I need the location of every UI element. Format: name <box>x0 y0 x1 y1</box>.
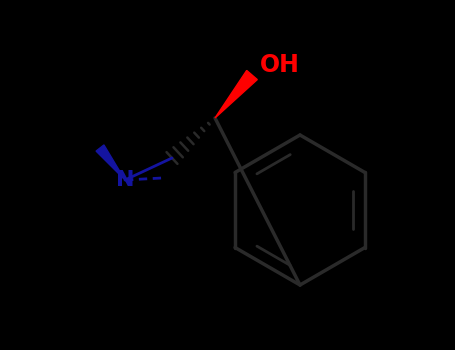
Text: N: N <box>116 170 134 190</box>
Polygon shape <box>215 70 258 118</box>
Polygon shape <box>96 145 125 180</box>
Text: OH: OH <box>260 53 300 77</box>
